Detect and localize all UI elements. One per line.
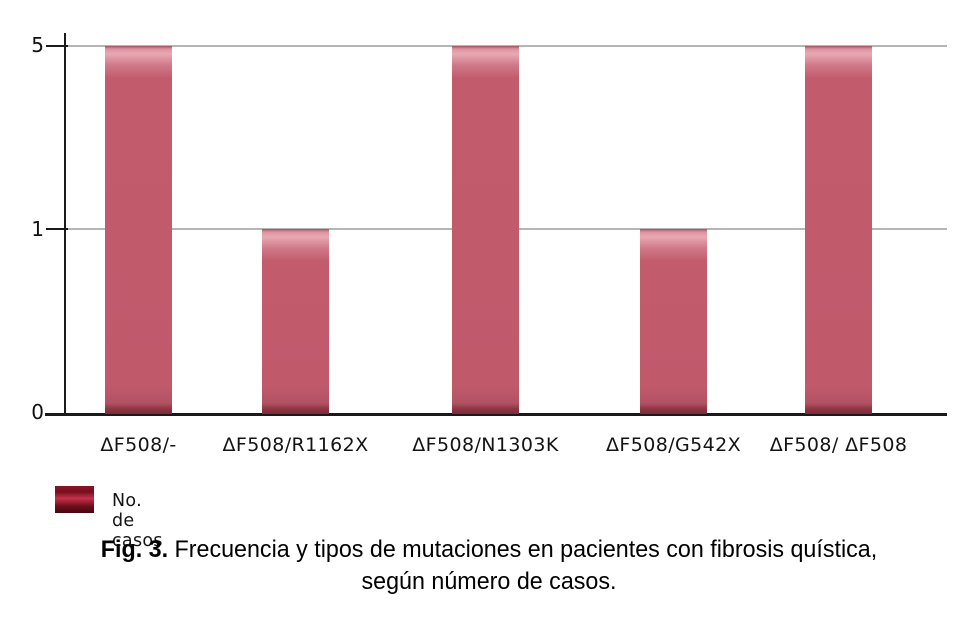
y-axis-label-0: 0 <box>31 400 44 424</box>
y-axis-label-5: 5 <box>31 33 44 57</box>
x-axis-label-4: ΔF508/ ΔF508 <box>769 434 908 456</box>
y-axis-label-1: 1 <box>31 217 44 241</box>
x-axis-line <box>45 413 947 416</box>
bar-0 <box>105 46 172 414</box>
bar-chart: 5 1 0 ΔF508/- ΔF508/R1162X ΔF508/N1303K ΔF5… <box>31 33 947 456</box>
caption-text-line2: según número de casos. <box>361 568 617 595</box>
bar-3 <box>640 229 707 414</box>
x-axis-label-1: ΔF508/R1162X <box>222 434 369 456</box>
y-tick-5 <box>46 45 68 47</box>
bar-2 <box>452 46 519 414</box>
y-axis-line <box>64 33 66 416</box>
y-tick-1 <box>46 228 68 230</box>
bar-4 <box>805 46 872 414</box>
bar-1 <box>262 229 329 414</box>
x-axis-label-2: ΔF508/N1303K <box>412 434 559 456</box>
caption-text-line1: Frecuencia y tipos de mutaciones en paci… <box>168 536 878 563</box>
caption-figure-number: Fig. 3. <box>100 536 169 563</box>
legend-swatch <box>55 486 94 513</box>
legend-label: No. de casos <box>112 491 163 551</box>
x-axis-label-3: ΔF508/G542X <box>606 434 741 456</box>
figure-caption: Fig. 3. Frecuencia y tipos de mutaciones… <box>15 534 964 598</box>
x-axis-label-0: ΔF508/- <box>100 434 177 456</box>
